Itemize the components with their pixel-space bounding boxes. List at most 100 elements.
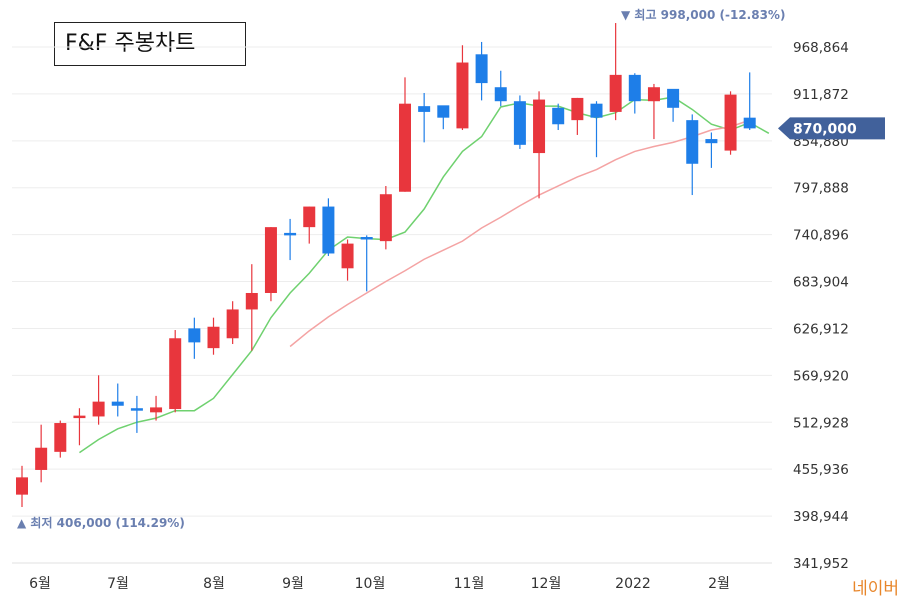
current-price-badge: 870,000 bbox=[778, 117, 885, 140]
y-tick-label: 968,864 bbox=[793, 40, 849, 56]
candle-body bbox=[513, 101, 526, 145]
candle-body bbox=[16, 477, 28, 495]
x-tick-label: 7월 bbox=[107, 576, 129, 592]
x-tick-label: 11월 bbox=[454, 576, 485, 592]
candle-body bbox=[399, 103, 411, 192]
candle bbox=[724, 91, 737, 155]
candle bbox=[437, 105, 450, 130]
candle bbox=[590, 101, 603, 158]
candle-body bbox=[667, 88, 680, 108]
candle bbox=[686, 114, 699, 196]
candle-body bbox=[552, 107, 565, 125]
x-tick-label: 12월 bbox=[531, 576, 562, 592]
candle bbox=[609, 23, 622, 121]
candle-body bbox=[379, 194, 392, 242]
candle bbox=[303, 206, 316, 244]
candle bbox=[92, 375, 105, 425]
candle bbox=[571, 97, 584, 135]
candle bbox=[284, 218, 297, 261]
x-tick-label: 9월 bbox=[282, 576, 304, 592]
moving-average-lines bbox=[79, 96, 770, 454]
y-tick-label: 455,936 bbox=[793, 462, 849, 478]
candle bbox=[322, 198, 335, 256]
candle bbox=[169, 330, 182, 413]
candle bbox=[667, 88, 680, 122]
x-tick-label: 8월 bbox=[203, 576, 225, 592]
y-tick-label: 683,904 bbox=[793, 275, 849, 291]
candle bbox=[111, 383, 124, 417]
candle-body bbox=[533, 99, 546, 154]
candle-body bbox=[686, 120, 699, 164]
candle-body bbox=[322, 206, 335, 254]
candle-body bbox=[418, 106, 431, 112]
candle bbox=[341, 239, 354, 281]
candle bbox=[245, 264, 258, 351]
candle-body bbox=[571, 97, 584, 121]
candle-body bbox=[35, 447, 48, 470]
candle-body bbox=[743, 117, 756, 129]
candle-body bbox=[111, 401, 124, 406]
x-axis-labels: 6월 7월 8월 9월 10월 11월 12월 2022 2월 bbox=[29, 576, 730, 592]
candle bbox=[35, 424, 48, 483]
candle-body bbox=[284, 232, 297, 236]
y-tick-label: 512,928 bbox=[793, 415, 849, 431]
candle-body bbox=[494, 87, 507, 102]
y-tick-label: 740,896 bbox=[793, 228, 849, 244]
candle bbox=[628, 73, 641, 114]
candle-body bbox=[705, 139, 718, 144]
candle bbox=[188, 317, 201, 359]
candle-body bbox=[130, 408, 143, 411]
candle-body bbox=[437, 105, 450, 118]
current-price-badge-shape bbox=[778, 117, 885, 140]
candle bbox=[16, 465, 28, 507]
candle bbox=[150, 395, 163, 421]
candle bbox=[743, 72, 756, 131]
candle bbox=[379, 185, 392, 250]
y-tick-label: 626,912 bbox=[793, 321, 849, 337]
ma-short-line bbox=[79, 96, 770, 454]
y-tick-label: 569,920 bbox=[793, 368, 849, 384]
candle bbox=[54, 420, 67, 458]
candle bbox=[494, 70, 507, 107]
candles bbox=[16, 23, 756, 507]
grid-lines bbox=[12, 46, 772, 564]
y-tick-label: 341,952 bbox=[793, 556, 849, 572]
y-tick-label: 398,944 bbox=[793, 509, 849, 525]
candle bbox=[399, 77, 411, 192]
x-tick-label: 2022 bbox=[615, 576, 651, 592]
chart-title: F&F 주봉차트 bbox=[54, 22, 246, 66]
candle-body bbox=[628, 74, 641, 102]
candle bbox=[552, 103, 565, 131]
candle-body bbox=[360, 237, 373, 240]
candle bbox=[705, 132, 718, 168]
candle-body bbox=[92, 401, 105, 417]
candle-body bbox=[226, 309, 239, 339]
high-note: ▼ 최고 998,000 (-12.83%) bbox=[621, 7, 785, 22]
candle bbox=[533, 91, 546, 199]
candle bbox=[226, 301, 239, 345]
candle-body bbox=[245, 292, 258, 310]
candle-body bbox=[169, 338, 182, 410]
candle bbox=[264, 227, 277, 302]
high-low-notes: ▼ 최고 998,000 (-12.83%) ▲ 최저 406,000 (114.… bbox=[17, 7, 785, 530]
candle bbox=[418, 92, 431, 143]
candle-body bbox=[724, 94, 737, 151]
candle bbox=[73, 408, 86, 446]
x-tick-label: 10월 bbox=[355, 576, 386, 592]
candle-body bbox=[264, 227, 277, 293]
candle-body bbox=[475, 54, 488, 84]
low-note: ▲ 최저 406,000 (114.29%) bbox=[17, 515, 185, 530]
candle-body bbox=[150, 407, 163, 413]
source-label: 네이버 bbox=[852, 579, 899, 599]
x-tick-label: 2월 bbox=[708, 576, 730, 592]
candle-body bbox=[341, 243, 354, 269]
ma-long-line bbox=[289, 119, 750, 348]
candle-body bbox=[73, 415, 86, 419]
candle-body bbox=[609, 74, 622, 112]
current-price-label: 870,000 bbox=[793, 121, 857, 137]
candle-body bbox=[590, 103, 603, 118]
candle-body bbox=[456, 62, 469, 129]
candle bbox=[647, 83, 660, 140]
candle bbox=[513, 95, 526, 149]
